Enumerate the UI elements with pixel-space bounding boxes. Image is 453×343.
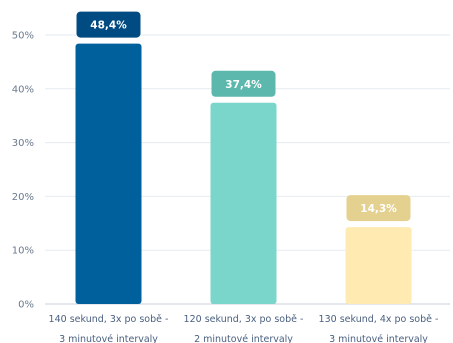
data-label: 37,4% [225, 79, 262, 91]
category-label: 3 minutové intervaly [59, 334, 158, 343]
y-tick-label: 50% [12, 31, 34, 42]
y-tick-label: 30% [12, 138, 34, 149]
category-label: 2 minutové intervaly [194, 334, 293, 343]
category-label: 120 sekund, 3x po sobě - [184, 314, 304, 325]
data-label: 14,3% [360, 203, 397, 215]
y-tick-label: 20% [12, 192, 34, 203]
category-label: 140 sekund, 3x po sobě - [49, 314, 169, 325]
bar [210, 102, 277, 305]
data-label-background [346, 195, 411, 222]
data-label-background [76, 11, 141, 38]
y-tick-label: 0% [18, 300, 34, 311]
y-tick-label: 10% [12, 246, 34, 257]
category-label: 130 sekund, 4x po sobě - [319, 314, 439, 325]
data-label: 48,4% [90, 20, 127, 32]
bar [75, 43, 142, 304]
data-label-background [211, 70, 276, 97]
category-label: 3 minutové intervaly [329, 334, 428, 343]
bar [345, 227, 412, 304]
y-tick-label: 40% [12, 84, 34, 95]
